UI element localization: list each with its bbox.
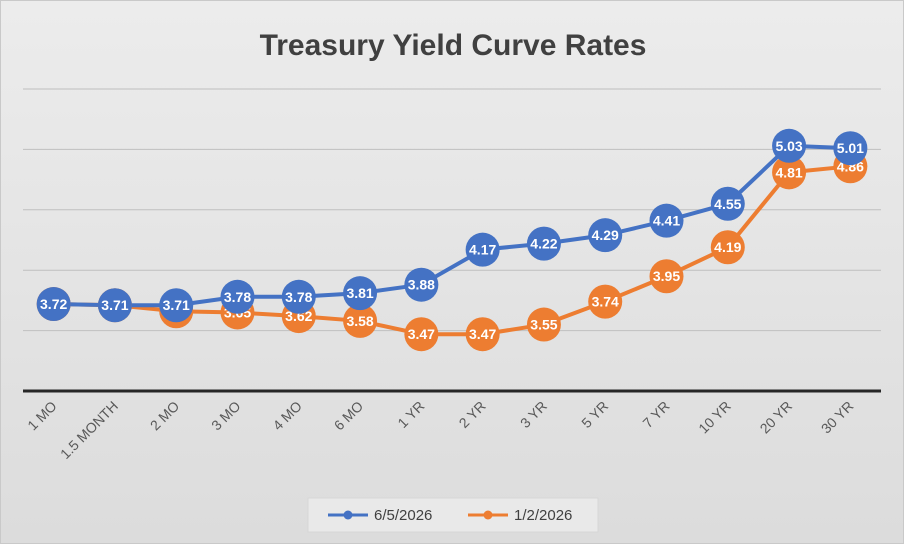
- data-label: 3.47: [469, 326, 496, 342]
- data-point-marker: [649, 203, 684, 238]
- x-tick-label: 4 MO: [269, 398, 305, 434]
- data-label: 4.41: [653, 213, 680, 229]
- data-point: 3.47: [404, 317, 439, 352]
- gridlines: [23, 88, 881, 393]
- data-label: 4.29: [592, 227, 619, 243]
- data-point-marker: [772, 155, 807, 190]
- data-label: 3.71: [101, 297, 128, 313]
- data-point: 5.01: [833, 131, 868, 166]
- data-point: 3.58: [343, 303, 378, 338]
- data-point-marker: [465, 232, 500, 267]
- data-label: 3.58: [346, 313, 373, 329]
- data-point: 3.55: [526, 307, 561, 342]
- data-point-marker: [833, 131, 868, 166]
- data-point-marker: [404, 267, 439, 302]
- data-label: 3.74: [592, 294, 619, 310]
- data-label: 3.81: [346, 285, 373, 301]
- x-tick-label: 30 YR: [818, 398, 857, 437]
- data-point-marker: [404, 317, 439, 352]
- data-point: 4.17: [465, 232, 500, 267]
- data-label: 4.22: [530, 236, 557, 252]
- legend-item[interactable]: 1/2/2026: [468, 507, 572, 524]
- data-point-marker: [465, 317, 500, 352]
- data-point-marker: [710, 186, 745, 221]
- data-point: 3.95: [649, 259, 684, 294]
- data-label: 3.88: [408, 277, 435, 293]
- data-label: 3.71: [163, 297, 190, 313]
- data-point-marker: [649, 259, 684, 294]
- x-tick-label: 3 YR: [517, 398, 550, 431]
- data-label: 3.78: [285, 289, 312, 305]
- data-label: 4.81: [775, 164, 802, 180]
- legend-label: 1/2/2026: [514, 507, 572, 524]
- data-label: 4.19: [714, 239, 741, 255]
- data-point-marker: [772, 128, 807, 163]
- data-point-marker: [36, 287, 71, 322]
- data-label: 3.72: [40, 296, 67, 312]
- data-point: 4.55: [710, 186, 745, 221]
- data-point: 3.71: [159, 288, 194, 323]
- data-label: 3.78: [224, 289, 251, 305]
- data-point-marker: [97, 288, 132, 323]
- data-point-marker: [526, 307, 561, 342]
- x-tick-label: 10 YR: [695, 398, 734, 437]
- series-line: [53, 143, 851, 308]
- data-point-marker: [710, 230, 745, 265]
- data-point: 4.22: [526, 226, 561, 261]
- data-point: 3.72: [36, 287, 71, 322]
- data-point: 3.81: [343, 276, 378, 311]
- data-point: 4.29: [588, 218, 623, 253]
- chart-title: Treasury Yield Curve Rates: [260, 29, 647, 62]
- data-point-marker: [343, 276, 378, 311]
- data-point-marker: [281, 279, 316, 314]
- data-point: 4.41: [649, 203, 684, 238]
- data-point-marker: [588, 284, 623, 319]
- x-tick-label: 1.5 MONTH: [57, 398, 121, 462]
- x-tick-label: 5 YR: [578, 398, 611, 431]
- x-tick-label: 2 MO: [147, 398, 183, 434]
- data-point-marker: [526, 226, 561, 261]
- x-tick-label: 6 MO: [331, 398, 367, 434]
- legend-label: 6/5/2026: [374, 507, 432, 524]
- data-point-marker: [343, 303, 378, 338]
- x-tick-label: 2 YR: [456, 398, 489, 431]
- data-point: 5.03: [772, 128, 807, 163]
- x-tick-label: 3 MO: [208, 398, 244, 434]
- x-axis-ticks: 1 MO1.5 MONTH 2 MO 3 MO 4 MO 6 MO 1 YR 2 YR 3 Y…: [24, 398, 856, 462]
- data-point: 4.19: [710, 230, 745, 265]
- data-point-marker: [159, 288, 194, 323]
- data-point: 3.74: [588, 284, 623, 319]
- legend: 6/5/2026 1/2/2026: [307, 497, 599, 533]
- data-label: 3.95: [653, 268, 680, 284]
- legend-swatch-marker: [483, 510, 493, 520]
- legend-swatch-marker: [343, 510, 353, 520]
- data-point: 3.47: [465, 317, 500, 352]
- data-point: 3.71: [97, 288, 132, 323]
- data-label: 3.55: [530, 317, 557, 333]
- data-label: 5.03: [775, 138, 802, 154]
- data-point: 3.78: [281, 279, 316, 314]
- x-tick-label: 20 YR: [757, 398, 796, 437]
- data-point: 3.78: [220, 279, 255, 314]
- legend-item[interactable]: 6/5/2026: [328, 507, 432, 524]
- data-label: 4.17: [469, 242, 496, 258]
- data-point: 4.81: [772, 155, 807, 190]
- data-point: 3.88: [404, 267, 439, 302]
- data-point-marker: [588, 218, 623, 253]
- data-point-marker: [220, 279, 255, 314]
- x-tick-label: 1 MO: [24, 398, 60, 434]
- x-tick-label: 1 YR: [394, 398, 427, 431]
- data-label: 3.47: [408, 326, 435, 342]
- data-label: 4.55: [714, 196, 741, 212]
- x-tick-label: 7 YR: [639, 398, 672, 431]
- series-points: 3.723.713.663.653.623.583.473.473.553.74…: [36, 128, 868, 352]
- data-label: 5.01: [837, 140, 864, 156]
